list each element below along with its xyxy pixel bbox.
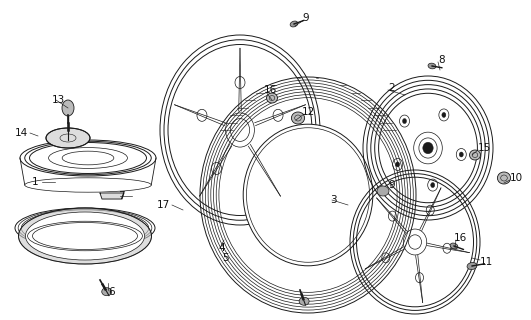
Ellipse shape [25, 212, 144, 260]
Text: 7: 7 [118, 191, 125, 201]
Text: 10: 10 [510, 173, 523, 183]
Ellipse shape [62, 100, 74, 116]
Ellipse shape [459, 152, 463, 157]
Text: 15: 15 [478, 143, 491, 153]
Polygon shape [100, 193, 124, 199]
Text: 9: 9 [302, 13, 309, 23]
Text: 11: 11 [480, 257, 493, 267]
Ellipse shape [469, 150, 481, 160]
Ellipse shape [63, 130, 73, 138]
Text: 9: 9 [388, 180, 395, 190]
Text: 16: 16 [264, 85, 277, 95]
Text: 4: 4 [218, 243, 225, 253]
Ellipse shape [292, 112, 305, 124]
Text: 12: 12 [302, 107, 315, 117]
Ellipse shape [267, 93, 278, 103]
Text: 2: 2 [388, 83, 395, 93]
Ellipse shape [498, 172, 511, 184]
Text: 14: 14 [15, 128, 28, 138]
Text: 5: 5 [222, 253, 229, 263]
Ellipse shape [423, 142, 433, 154]
Ellipse shape [450, 243, 458, 249]
Text: 17: 17 [157, 200, 170, 210]
Text: 1: 1 [31, 177, 38, 187]
Text: 6: 6 [108, 287, 115, 297]
Ellipse shape [299, 297, 309, 305]
Ellipse shape [46, 128, 90, 148]
Ellipse shape [428, 63, 436, 69]
Ellipse shape [377, 186, 389, 196]
Ellipse shape [102, 288, 112, 296]
Text: 13: 13 [52, 95, 65, 105]
Text: 16: 16 [454, 233, 467, 243]
Ellipse shape [467, 262, 477, 269]
Text: 8: 8 [438, 55, 444, 65]
Ellipse shape [396, 162, 400, 167]
Ellipse shape [431, 183, 435, 188]
Text: 3: 3 [330, 195, 337, 205]
Ellipse shape [442, 112, 446, 117]
Ellipse shape [402, 119, 407, 124]
Ellipse shape [19, 208, 151, 264]
Ellipse shape [290, 21, 298, 27]
Ellipse shape [243, 124, 373, 266]
